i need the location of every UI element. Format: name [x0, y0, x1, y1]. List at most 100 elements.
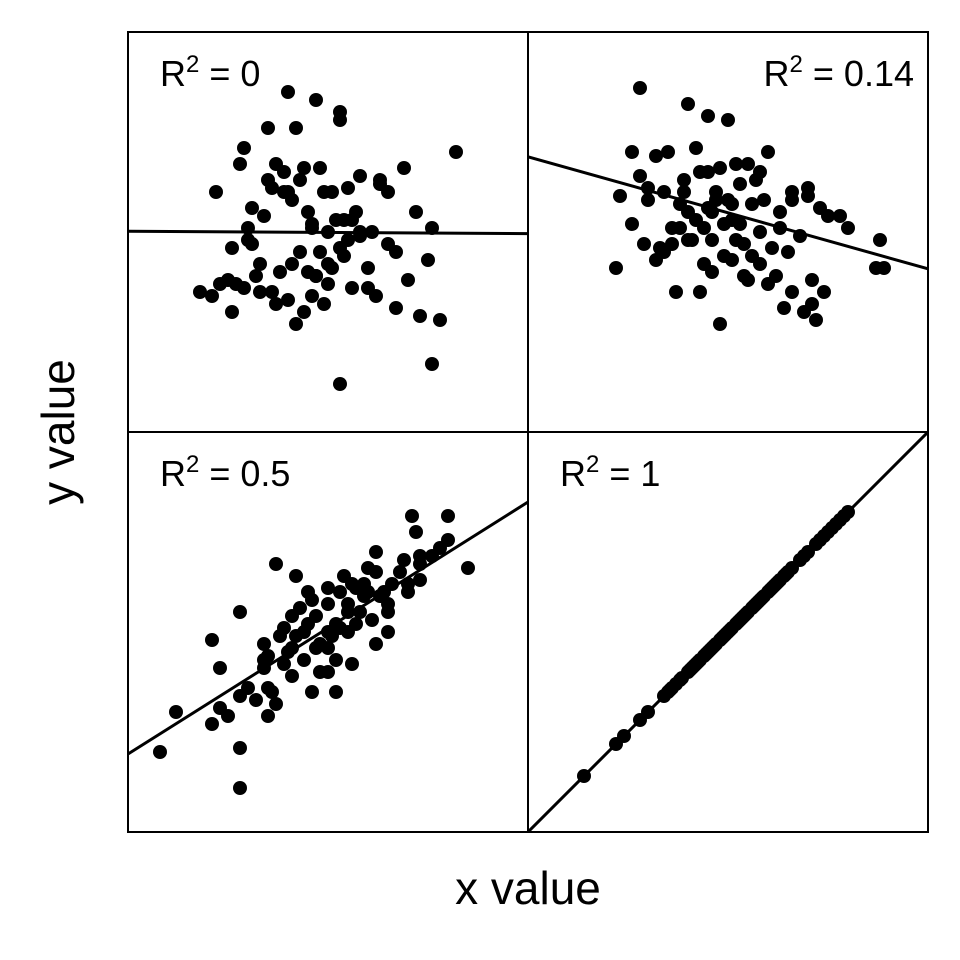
data-point	[657, 245, 671, 259]
data-point	[205, 633, 219, 647]
data-point	[361, 261, 375, 275]
data-point	[301, 617, 315, 631]
data-point	[877, 261, 891, 275]
data-point	[273, 629, 287, 643]
data-point	[669, 285, 683, 299]
data-point	[657, 185, 671, 199]
data-point	[257, 209, 271, 223]
data-point	[633, 169, 647, 183]
data-point	[245, 201, 259, 215]
data-point	[389, 245, 403, 259]
data-point	[733, 177, 747, 191]
data-point	[313, 161, 327, 175]
data-point	[673, 197, 687, 211]
data-point	[425, 221, 439, 235]
data-point	[329, 653, 343, 667]
data-point	[309, 269, 323, 283]
panel-frame	[527, 431, 929, 833]
data-point	[169, 705, 183, 719]
regression-line	[528, 155, 928, 271]
data-point	[441, 509, 455, 523]
data-point	[333, 377, 347, 391]
data-point	[281, 645, 295, 659]
data-point	[269, 297, 283, 311]
data-point	[261, 121, 275, 135]
data-point	[281, 185, 295, 199]
data-point	[801, 189, 815, 203]
data-point	[625, 217, 639, 231]
data-point	[253, 257, 267, 271]
data-point	[305, 593, 319, 607]
data-point	[361, 281, 375, 295]
data-point	[321, 257, 335, 271]
data-point	[733, 217, 747, 231]
data-point	[269, 697, 283, 711]
data-point	[641, 705, 655, 719]
data-point	[209, 185, 223, 199]
data-point	[777, 301, 791, 315]
data-point	[681, 97, 695, 111]
data-point	[577, 769, 591, 783]
data-point	[313, 245, 327, 259]
data-point	[241, 681, 255, 695]
data-point	[697, 221, 711, 235]
data-point	[345, 281, 359, 295]
scatter-panel-3: R2 = 0.5	[127, 431, 529, 833]
y-axis-title: y value	[32, 359, 84, 505]
data-point	[405, 509, 419, 523]
data-point	[289, 317, 303, 331]
data-point	[225, 241, 239, 255]
data-point	[289, 121, 303, 135]
data-point	[761, 277, 775, 291]
data-point	[677, 185, 691, 199]
data-point	[781, 245, 795, 259]
data-point	[433, 541, 447, 555]
data-point	[233, 741, 247, 755]
data-point	[661, 145, 675, 159]
data-point	[305, 289, 319, 303]
data-point	[233, 605, 247, 619]
data-point	[741, 157, 755, 171]
data-point	[649, 149, 663, 163]
data-point	[293, 173, 307, 187]
data-point	[321, 277, 335, 291]
data-point	[261, 709, 275, 723]
panel-grid: R2 = 0 R2 = 0.14 R2 = 0.5 R2 = 1	[127, 31, 929, 833]
data-point	[341, 597, 355, 611]
data-point	[751, 595, 765, 609]
data-point	[233, 781, 247, 795]
data-point	[725, 197, 739, 211]
data-point	[401, 273, 415, 287]
data-point	[341, 625, 355, 639]
data-point	[717, 217, 731, 231]
data-point	[353, 169, 367, 183]
data-point	[329, 685, 343, 699]
data-point	[729, 157, 743, 171]
scatter-panel-2: R2 = 0.14	[527, 31, 929, 433]
data-point	[309, 641, 323, 655]
data-point	[613, 189, 627, 203]
data-point	[241, 221, 255, 235]
data-point	[345, 657, 359, 671]
data-point	[703, 643, 717, 657]
data-point	[663, 683, 677, 697]
data-point	[317, 185, 331, 199]
data-point	[745, 249, 759, 263]
data-point	[349, 581, 363, 595]
data-point	[365, 225, 379, 239]
data-point	[321, 625, 335, 639]
data-point	[361, 585, 375, 599]
data-point	[269, 557, 283, 571]
data-point	[805, 273, 819, 287]
data-point	[793, 229, 807, 243]
data-point	[709, 193, 723, 207]
data-point	[625, 145, 639, 159]
r-squared-label: R2 = 1	[560, 451, 660, 494]
data-point	[757, 193, 771, 207]
data-point	[681, 233, 695, 247]
data-point	[225, 305, 239, 319]
scatter-panel-4: R2 = 1	[527, 431, 929, 833]
data-point	[641, 193, 655, 207]
data-point	[749, 173, 763, 187]
